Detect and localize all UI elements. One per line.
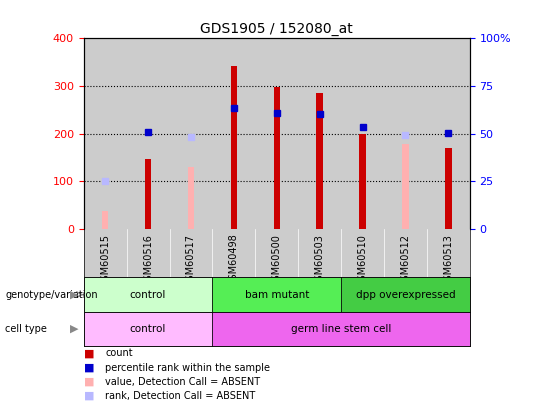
- Bar: [274, 87, 280, 229]
- Text: rank, Detection Call = ABSENT: rank, Detection Call = ABSENT: [105, 391, 255, 401]
- Text: control: control: [130, 290, 166, 300]
- Bar: [212, 312, 470, 346]
- Text: germ line stem cell: germ line stem cell: [291, 324, 392, 334]
- Text: cell type: cell type: [5, 324, 48, 334]
- Bar: [445, 148, 451, 229]
- Text: GSM60513: GSM60513: [443, 234, 454, 287]
- Bar: [427, 229, 470, 277]
- Bar: [126, 38, 170, 229]
- Text: GSM60517: GSM60517: [186, 234, 196, 287]
- Bar: [126, 229, 170, 277]
- Text: dpp overexpressed: dpp overexpressed: [356, 290, 455, 300]
- Bar: [84, 38, 126, 229]
- Bar: [84, 229, 126, 277]
- Bar: [102, 211, 109, 229]
- Title: GDS1905 / 152080_at: GDS1905 / 152080_at: [200, 22, 353, 36]
- Bar: [341, 277, 470, 312]
- Text: GSM60516: GSM60516: [143, 234, 153, 287]
- Bar: [427, 38, 470, 229]
- Bar: [231, 66, 237, 229]
- Text: GSM60500: GSM60500: [272, 234, 282, 287]
- Bar: [255, 38, 298, 229]
- Bar: [298, 38, 341, 229]
- Bar: [212, 277, 341, 312]
- Text: genotype/variation: genotype/variation: [5, 290, 98, 300]
- Bar: [341, 229, 384, 277]
- Bar: [84, 277, 212, 312]
- Bar: [170, 38, 212, 229]
- Text: ■: ■: [84, 377, 94, 387]
- Text: GSM60510: GSM60510: [357, 234, 368, 287]
- Bar: [188, 167, 194, 229]
- Text: GSM60515: GSM60515: [100, 234, 110, 287]
- Text: GSM60512: GSM60512: [401, 234, 410, 287]
- Text: control: control: [130, 324, 166, 334]
- Text: percentile rank within the sample: percentile rank within the sample: [105, 362, 271, 373]
- Bar: [384, 38, 427, 229]
- Text: GSM60503: GSM60503: [315, 234, 325, 287]
- Text: ■: ■: [84, 348, 94, 358]
- Bar: [212, 229, 255, 277]
- Text: ▶: ▶: [70, 324, 78, 334]
- Bar: [316, 93, 323, 229]
- Text: ■: ■: [84, 391, 94, 401]
- Bar: [384, 229, 427, 277]
- Bar: [359, 134, 366, 229]
- Bar: [298, 229, 341, 277]
- Text: GSM60498: GSM60498: [229, 234, 239, 286]
- Bar: [145, 159, 151, 229]
- Text: value, Detection Call = ABSENT: value, Detection Call = ABSENT: [105, 377, 260, 387]
- Bar: [212, 38, 255, 229]
- Text: ▶: ▶: [70, 290, 78, 300]
- Bar: [341, 38, 384, 229]
- Text: bam mutant: bam mutant: [245, 290, 309, 300]
- Bar: [255, 229, 298, 277]
- Bar: [402, 144, 409, 229]
- Text: ■: ■: [84, 362, 94, 373]
- Bar: [170, 229, 212, 277]
- Text: count: count: [105, 348, 133, 358]
- Bar: [84, 312, 212, 346]
